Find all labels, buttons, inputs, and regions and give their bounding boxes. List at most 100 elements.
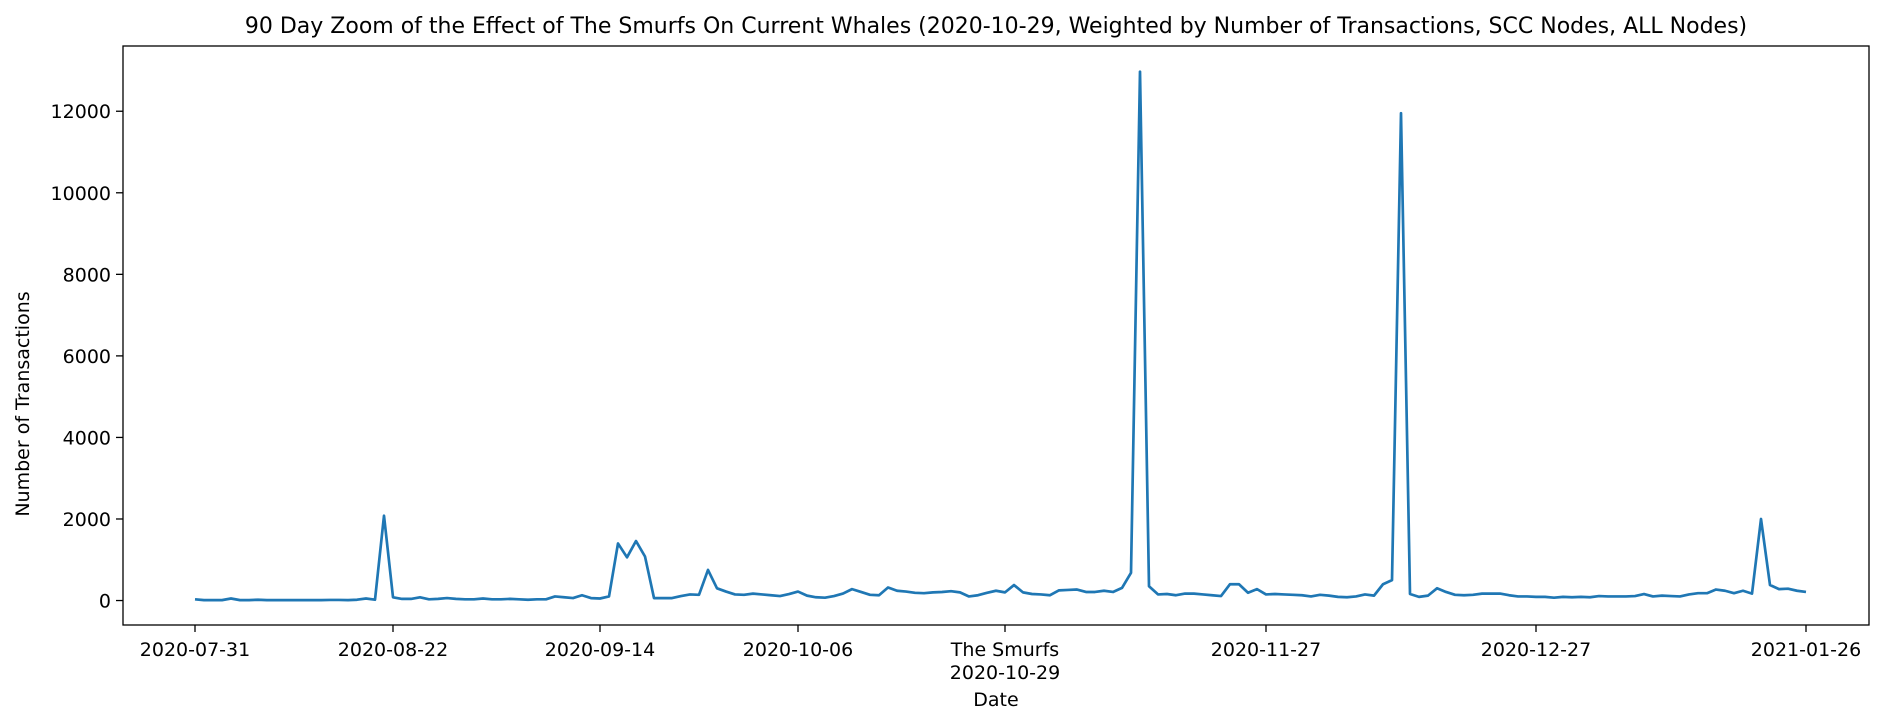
data-point [1625,595,1627,597]
data-point [1157,593,1159,595]
data-point [824,596,826,598]
data-point [563,596,565,598]
data-point [1220,595,1222,597]
data-point [1229,583,1231,585]
x-tick-label: 2020-07-31 [140,639,250,661]
data-point [1004,591,1006,593]
data-point [239,599,241,601]
y-tick-label: 4000 [63,427,111,449]
data-point [455,598,457,600]
data-point [230,597,232,599]
data-point [977,594,979,596]
data-point [1751,592,1753,594]
data-point [986,592,988,594]
data-point [194,598,196,600]
data-point [1409,593,1411,595]
data-point [1292,594,1294,596]
data-point [509,598,511,600]
data-point [698,594,700,596]
data-point [1319,594,1321,596]
data-point [770,594,772,596]
data-point [1085,591,1087,593]
data-point [743,594,745,596]
x-tick-label: 2020-11-27 [1211,639,1321,661]
data-point [680,595,682,597]
data-point [1733,592,1735,594]
data-point [779,595,781,597]
data-point [1355,595,1357,597]
data-point [734,593,736,595]
data-point [914,592,916,594]
data-point [1670,595,1672,597]
data-point [1643,593,1645,595]
data-point [1337,596,1339,598]
data-point [1481,592,1483,594]
data-point [707,569,709,571]
y-tick-label: 10000 [51,183,111,205]
data-point [410,598,412,600]
data-point [392,596,394,598]
data-point [1346,596,1348,598]
data-point [347,599,349,601]
data-point [1472,594,1474,596]
data-point [1049,594,1051,596]
data-point [1805,591,1807,593]
x-tick-label: 2020-08-22 [338,639,448,661]
data-point [536,598,538,600]
data-point [500,598,502,600]
data-point [1364,593,1366,595]
x-axis: 2020-07-31 2020-08-22 2020-09-14 2020-10-06… [140,625,1861,684]
data-point [473,598,475,600]
data-point [1193,592,1195,594]
x-tick-label: 2020-09-14 [545,639,655,661]
data-point [275,599,277,601]
data-point [815,596,817,598]
plot-area [122,45,1870,626]
data-point [320,599,322,601]
y-tick-label: 0 [99,591,111,613]
data-point [1598,595,1600,597]
data-point [212,599,214,601]
data-point [482,597,484,599]
data-point [1013,584,1015,586]
x-tick-label: 2020-10-06 [743,639,853,661]
data-point [1130,572,1132,574]
y-tick-label: 2000 [63,509,111,531]
data-point [311,599,313,601]
data-point [1706,592,1708,594]
data-point [1454,594,1456,596]
data-point [1418,596,1420,598]
data-point [725,590,727,592]
data-point [437,598,439,600]
data-point [1400,112,1402,114]
data-point [248,599,250,601]
data-point [1634,595,1636,597]
data-point [1715,588,1717,590]
data-point [1607,595,1609,597]
data-point [1211,594,1213,596]
data-point [617,542,619,544]
data-point [1616,595,1618,597]
data-point [572,597,574,599]
data-point [293,599,295,601]
data-point [869,594,871,596]
data-point [1031,593,1033,595]
data-point [1040,593,1042,595]
data-point [1697,592,1699,594]
data-point [257,599,259,601]
data-point [1760,518,1762,520]
data-point [1283,593,1285,595]
data-point [329,599,331,601]
data-point [1499,592,1501,594]
y-tick-label: 12000 [51,101,111,123]
data-point [1544,596,1546,598]
data-point [1535,596,1537,598]
data-point [1094,591,1096,593]
data-point [797,590,799,592]
data-point [590,597,592,599]
data-point [608,595,610,597]
data-point [1580,596,1582,598]
data-point [1175,594,1177,596]
data-point [887,586,889,588]
